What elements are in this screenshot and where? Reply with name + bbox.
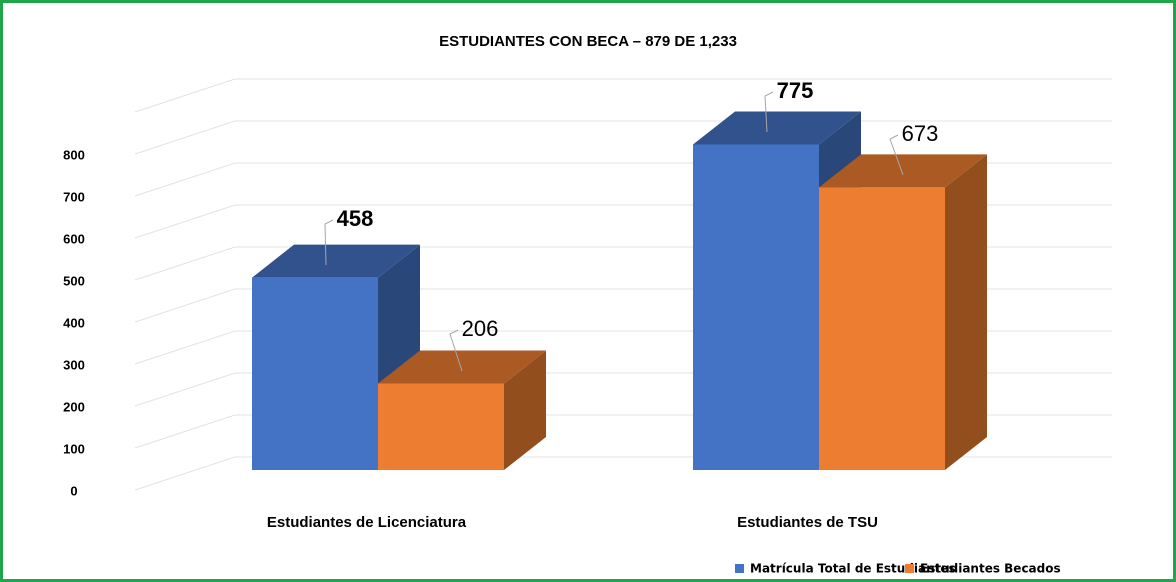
x-tick-label: Estudiantes de Licenciatura [267,514,467,531]
data-label: 206 [462,316,499,341]
y-tick-label: 800 [63,147,85,162]
bar-top [252,244,420,278]
chart-title: ESTUDIANTES CON BECA – 879 DE 1,233 [439,33,737,50]
bar [378,383,504,470]
y-tick-label: 0 [70,483,77,498]
bar-side [945,154,987,470]
data-label: 458 [337,206,374,231]
y-tick-label: 500 [63,273,85,288]
legend-swatch [735,564,744,573]
x-tick-label: Estudiantes de TSU [737,514,878,531]
leader-line [764,91,774,133]
leader-line [889,134,904,176]
y-tick-label: 200 [63,399,85,414]
bar-top [819,154,987,188]
bar [819,187,945,470]
y-tick-label: 400 [63,315,85,330]
bar-top [693,111,861,145]
y-tick-label: 700 [63,189,85,204]
y-tick-label: 600 [63,231,85,246]
bar-side [504,350,546,470]
data-label: 673 [902,121,939,146]
bar-top [378,350,546,384]
leader-line [324,219,334,266]
bar [693,144,819,470]
bar [252,277,378,470]
y-tick-label: 300 [63,357,85,372]
data-label: 775 [777,78,814,103]
legend-label: Matrícula Total de Estudiantes [750,562,956,576]
leader-line [449,329,463,372]
legend-label: Estudiantes Becados [920,562,1061,576]
legend-swatch [905,564,914,573]
grid-line [134,78,1112,113]
y-tick-label: 100 [63,441,85,456]
